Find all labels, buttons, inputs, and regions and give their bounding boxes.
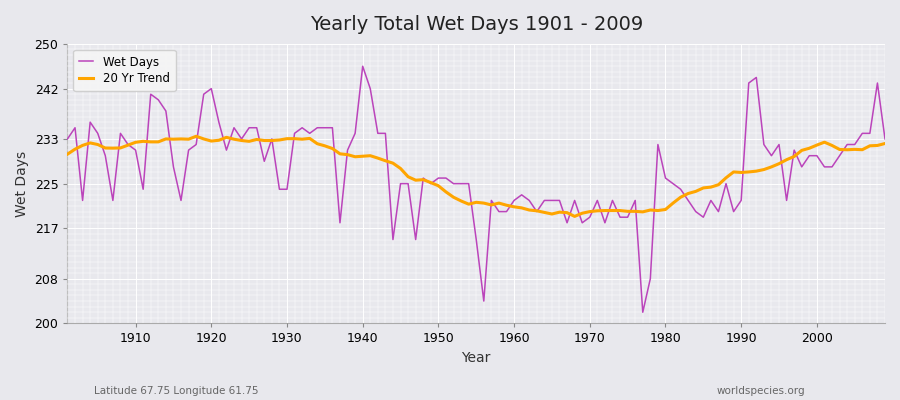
Wet Days <box>879 136 890 141</box>
Wet Days <box>517 192 527 197</box>
Line: Wet Days: Wet Days <box>68 66 885 312</box>
20 Yr Trend <box>297 137 308 142</box>
Text: worldspecies.org: worldspecies.org <box>717 386 806 396</box>
20 Yr Trend <box>517 206 527 210</box>
Title: Yearly Total Wet Days 1901 - 2009: Yearly Total Wet Days 1901 - 2009 <box>310 15 643 34</box>
Wet Days <box>608 198 618 203</box>
20 Yr Trend <box>122 143 133 148</box>
Line: 20 Yr Trend: 20 Yr Trend <box>68 136 885 216</box>
Wet Days <box>508 198 519 203</box>
20 Yr Trend <box>615 208 626 213</box>
Text: Latitude 67.75 Longitude 61.75: Latitude 67.75 Longitude 61.75 <box>94 386 259 396</box>
Wet Days <box>357 64 368 69</box>
Wet Days <box>122 142 133 147</box>
Y-axis label: Wet Days: Wet Days <box>15 150 29 217</box>
20 Yr Trend <box>191 134 202 139</box>
Wet Days <box>289 131 300 136</box>
Wet Days <box>335 220 346 225</box>
20 Yr Trend <box>62 152 73 156</box>
20 Yr Trend <box>508 204 519 209</box>
Legend: Wet Days, 20 Yr Trend: Wet Days, 20 Yr Trend <box>74 50 176 91</box>
20 Yr Trend <box>569 214 580 219</box>
20 Yr Trend <box>342 152 353 157</box>
20 Yr Trend <box>879 141 890 146</box>
X-axis label: Year: Year <box>462 351 490 365</box>
Wet Days <box>62 136 73 141</box>
Wet Days <box>637 310 648 315</box>
